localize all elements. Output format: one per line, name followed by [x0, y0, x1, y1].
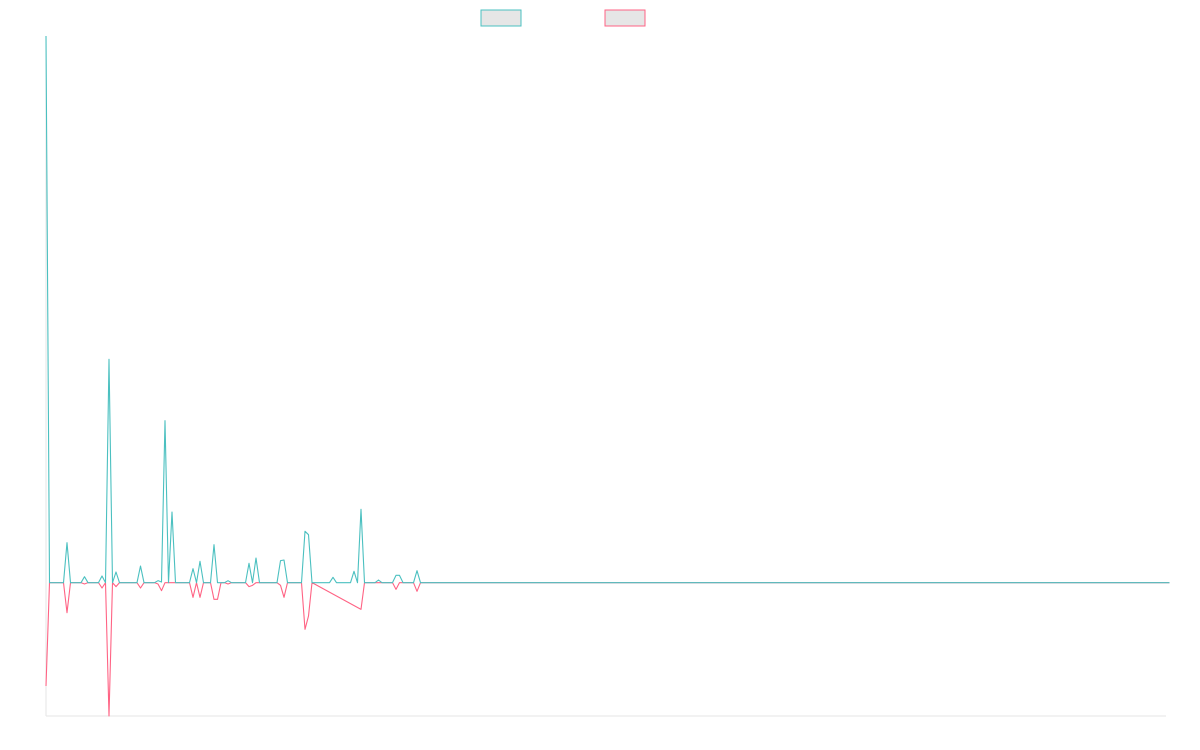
legend-swatch-2 [604, 9, 646, 27]
legend-swatch-1 [480, 9, 522, 27]
series-line-1 [45, 35, 1170, 584]
legend [480, 9, 646, 27]
series-line-2 [45, 582, 1170, 717]
axes [45, 36, 1166, 717]
series-lines [45, 35, 1170, 717]
